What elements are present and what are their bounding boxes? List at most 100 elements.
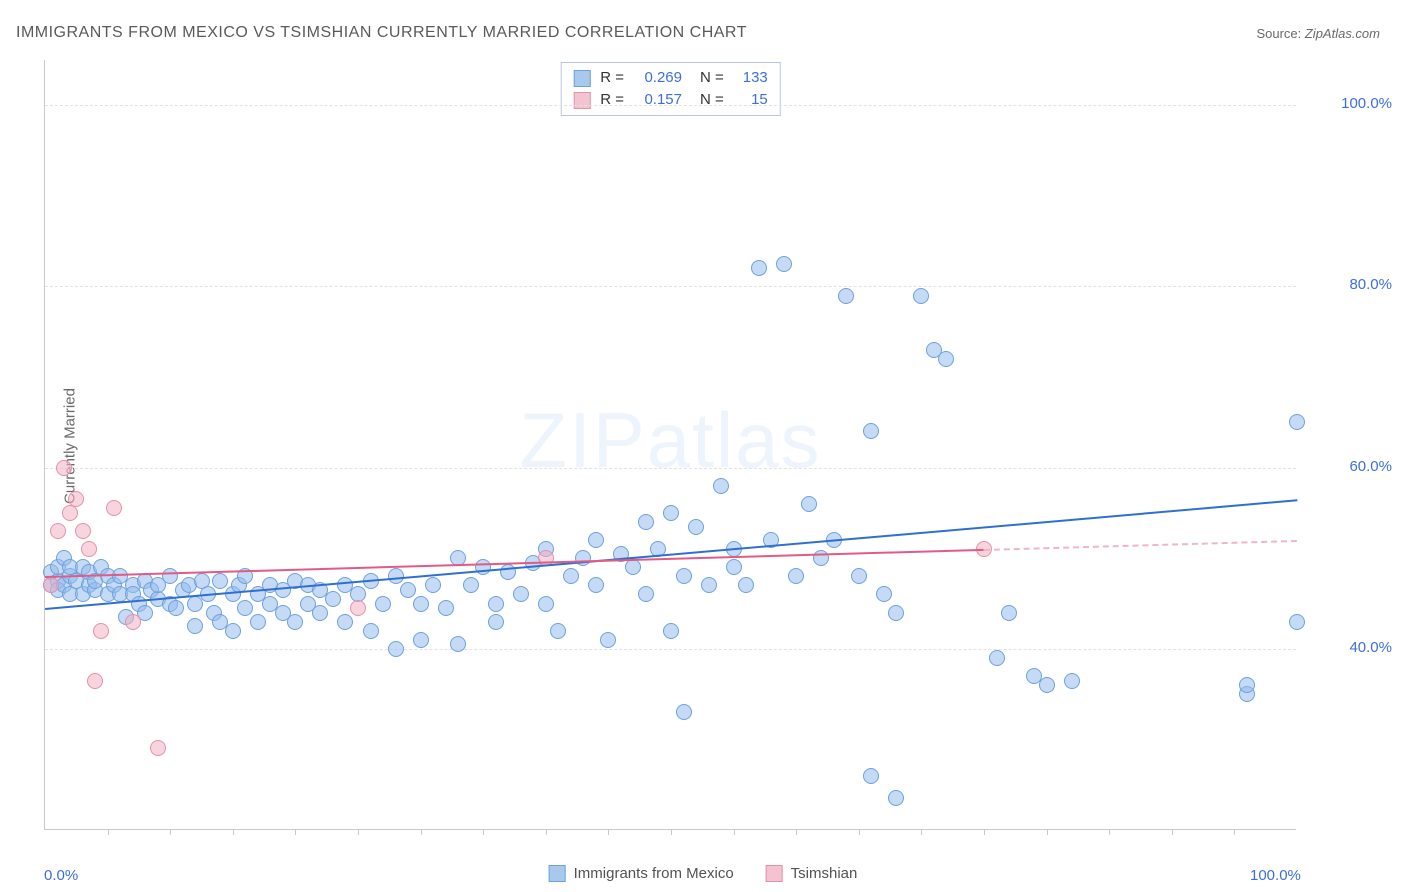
legend-swatch bbox=[549, 865, 566, 882]
x-tick bbox=[295, 829, 296, 835]
data-point bbox=[600, 632, 616, 648]
data-point bbox=[1064, 673, 1080, 689]
r-value: 0.269 bbox=[634, 67, 682, 89]
data-point bbox=[187, 618, 203, 634]
trend-line bbox=[984, 540, 1297, 551]
data-point bbox=[81, 541, 97, 557]
data-point bbox=[50, 523, 66, 539]
n-value: 133 bbox=[734, 67, 768, 89]
data-point bbox=[713, 478, 729, 494]
gridline bbox=[45, 286, 1296, 287]
data-point bbox=[1001, 605, 1017, 621]
data-point bbox=[413, 632, 429, 648]
x-tick bbox=[421, 829, 422, 835]
data-point bbox=[363, 623, 379, 639]
data-point bbox=[87, 673, 103, 689]
legend-stat-row: R =0.269N =133 bbox=[573, 67, 768, 89]
data-point bbox=[638, 586, 654, 602]
data-point bbox=[801, 496, 817, 512]
source-label: Source: bbox=[1256, 26, 1304, 41]
data-point bbox=[888, 605, 904, 621]
data-point bbox=[989, 650, 1005, 666]
data-point bbox=[488, 614, 504, 630]
n-label: N = bbox=[700, 89, 724, 111]
data-point bbox=[75, 523, 91, 539]
data-point bbox=[250, 614, 266, 630]
data-point bbox=[125, 614, 141, 630]
legend-label: Immigrants from Mexico bbox=[574, 865, 734, 882]
data-point bbox=[751, 260, 767, 276]
data-point bbox=[43, 577, 59, 593]
legend-item: Tsimshian bbox=[766, 865, 858, 882]
legend-label: Tsimshian bbox=[791, 865, 858, 882]
data-point bbox=[588, 577, 604, 593]
data-point bbox=[513, 586, 529, 602]
legend-item: Immigrants from Mexico bbox=[549, 865, 734, 882]
x-tick bbox=[734, 829, 735, 835]
data-point bbox=[287, 614, 303, 630]
gridline bbox=[45, 105, 1296, 106]
x-tick-label: 100.0% bbox=[1250, 867, 1301, 884]
data-point bbox=[93, 623, 109, 639]
source-attribution: Source: ZipAtlas.com bbox=[1256, 26, 1380, 41]
data-point bbox=[625, 559, 641, 575]
data-point bbox=[575, 550, 591, 566]
data-point bbox=[726, 559, 742, 575]
data-point bbox=[225, 623, 241, 639]
data-point bbox=[1039, 677, 1055, 693]
data-point bbox=[350, 600, 366, 616]
data-point bbox=[312, 605, 328, 621]
source-value: ZipAtlas.com bbox=[1305, 26, 1380, 41]
data-point bbox=[68, 491, 84, 507]
data-point bbox=[563, 568, 579, 584]
r-value: 0.157 bbox=[634, 89, 682, 111]
data-point bbox=[538, 596, 554, 612]
y-tick-label: 60.0% bbox=[1349, 458, 1392, 475]
data-point bbox=[776, 256, 792, 272]
data-point bbox=[237, 600, 253, 616]
x-tick bbox=[984, 829, 985, 835]
n-label: N = bbox=[700, 67, 724, 89]
watermark-zip: ZIP bbox=[519, 395, 646, 483]
data-point bbox=[676, 704, 692, 720]
x-tick bbox=[1234, 829, 1235, 835]
data-point bbox=[337, 614, 353, 630]
data-point bbox=[863, 423, 879, 439]
data-point bbox=[212, 573, 228, 589]
data-point bbox=[162, 568, 178, 584]
x-tick bbox=[671, 829, 672, 835]
n-value: 15 bbox=[734, 89, 768, 111]
legend-stats: R = 0.269 N = 133R = 0.157 N = 15 bbox=[560, 62, 781, 116]
x-tick bbox=[108, 829, 109, 835]
x-tick bbox=[921, 829, 922, 835]
chart-title: IMMIGRANTS FROM MEXICO VS TSIMSHIAN CURR… bbox=[16, 24, 747, 42]
data-point bbox=[788, 568, 804, 584]
data-point bbox=[388, 641, 404, 657]
data-point bbox=[500, 564, 516, 580]
data-point bbox=[106, 500, 122, 516]
y-tick-label: 80.0% bbox=[1349, 276, 1392, 293]
data-point bbox=[863, 768, 879, 784]
data-point bbox=[876, 586, 892, 602]
data-point bbox=[701, 577, 717, 593]
gridline bbox=[45, 649, 1296, 650]
y-tick-label: 40.0% bbox=[1349, 639, 1392, 656]
data-point bbox=[638, 514, 654, 530]
data-point bbox=[913, 288, 929, 304]
r-label: R = bbox=[600, 89, 624, 111]
legend-stat-row: R = 0.157 N = 15 bbox=[573, 89, 768, 111]
data-point bbox=[325, 591, 341, 607]
data-point bbox=[488, 596, 504, 612]
legend-swatch bbox=[573, 70, 590, 87]
data-point bbox=[838, 288, 854, 304]
data-point bbox=[1289, 614, 1305, 630]
data-point bbox=[588, 532, 604, 548]
data-point bbox=[676, 568, 692, 584]
watermark-atlas: atlas bbox=[647, 395, 822, 483]
data-point bbox=[663, 623, 679, 639]
x-tick bbox=[483, 829, 484, 835]
plot-area: ZIPatlas R = 0.269 N = 133R = 0.157 N = 15 bbox=[44, 60, 1296, 830]
data-point bbox=[400, 582, 416, 598]
data-point bbox=[1239, 677, 1255, 693]
data-point bbox=[851, 568, 867, 584]
